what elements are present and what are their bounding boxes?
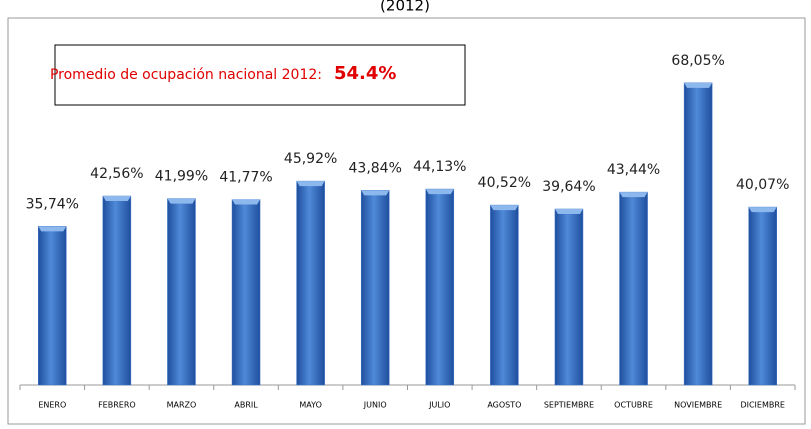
value-label: 41,99% [155, 169, 208, 185]
bar [683, 82, 713, 386]
value-label: 41,77% [219, 170, 272, 186]
value-label: 43,44% [607, 162, 660, 178]
bar [619, 191, 648, 386]
bar [231, 199, 261, 386]
x-tick-label: FEBRERO [98, 401, 136, 410]
bar-cap [296, 181, 325, 187]
bar-cap [554, 208, 583, 214]
value-label: 40,52% [478, 175, 531, 191]
bar [490, 204, 519, 386]
x-tick-label: NOVIEMBRE [674, 401, 722, 410]
bar-cap [684, 82, 713, 88]
bar [167, 198, 196, 386]
x-tick-label: JUNIO [363, 401, 387, 410]
value-label: 45,92% [284, 151, 337, 167]
x-tick-label: ABRIL [234, 401, 258, 410]
bar [38, 226, 67, 386]
value-label: 44,13% [413, 159, 466, 175]
bar [425, 188, 455, 386]
x-tick-label: AGOSTO [487, 401, 521, 410]
value-label: 39,64% [542, 179, 595, 195]
bar-cap [425, 189, 454, 195]
bar [296, 180, 325, 386]
x-tick-label: DICIEMBRE [740, 401, 785, 410]
value-label: 68,05% [671, 53, 724, 69]
bar [102, 195, 132, 386]
x-tick-label: OCTUBRE [614, 401, 653, 410]
x-tick-label: JULIO [428, 401, 450, 410]
bar-cap [167, 198, 196, 204]
x-tick-label: SEPTIEMBRE [544, 401, 594, 410]
value-label: 35,74% [26, 196, 79, 212]
annotation-text: Promedio de ocupación nacional 2012: [50, 67, 322, 83]
bar-cap [619, 192, 648, 198]
bar [360, 190, 390, 386]
bar [554, 208, 584, 386]
bar-cap [361, 190, 390, 196]
annotation-box [54, 44, 466, 106]
value-label: 42,56% [90, 166, 143, 182]
value-label: 43,84% [349, 160, 402, 176]
bar [748, 206, 777, 386]
annotation-value: 54.4% [334, 63, 396, 84]
x-tick-label: MARZO [167, 401, 197, 410]
bar-cap [102, 196, 131, 202]
bar-cap [748, 207, 777, 213]
bar-cap [38, 226, 67, 232]
x-tick-label: MAYO [299, 401, 322, 410]
value-label: 40,07% [736, 177, 789, 193]
bar-cap [232, 199, 261, 205]
bar-cap [490, 205, 519, 211]
x-tick-label: ENERO [38, 401, 66, 410]
chart-title: (2012) [380, 0, 430, 15]
